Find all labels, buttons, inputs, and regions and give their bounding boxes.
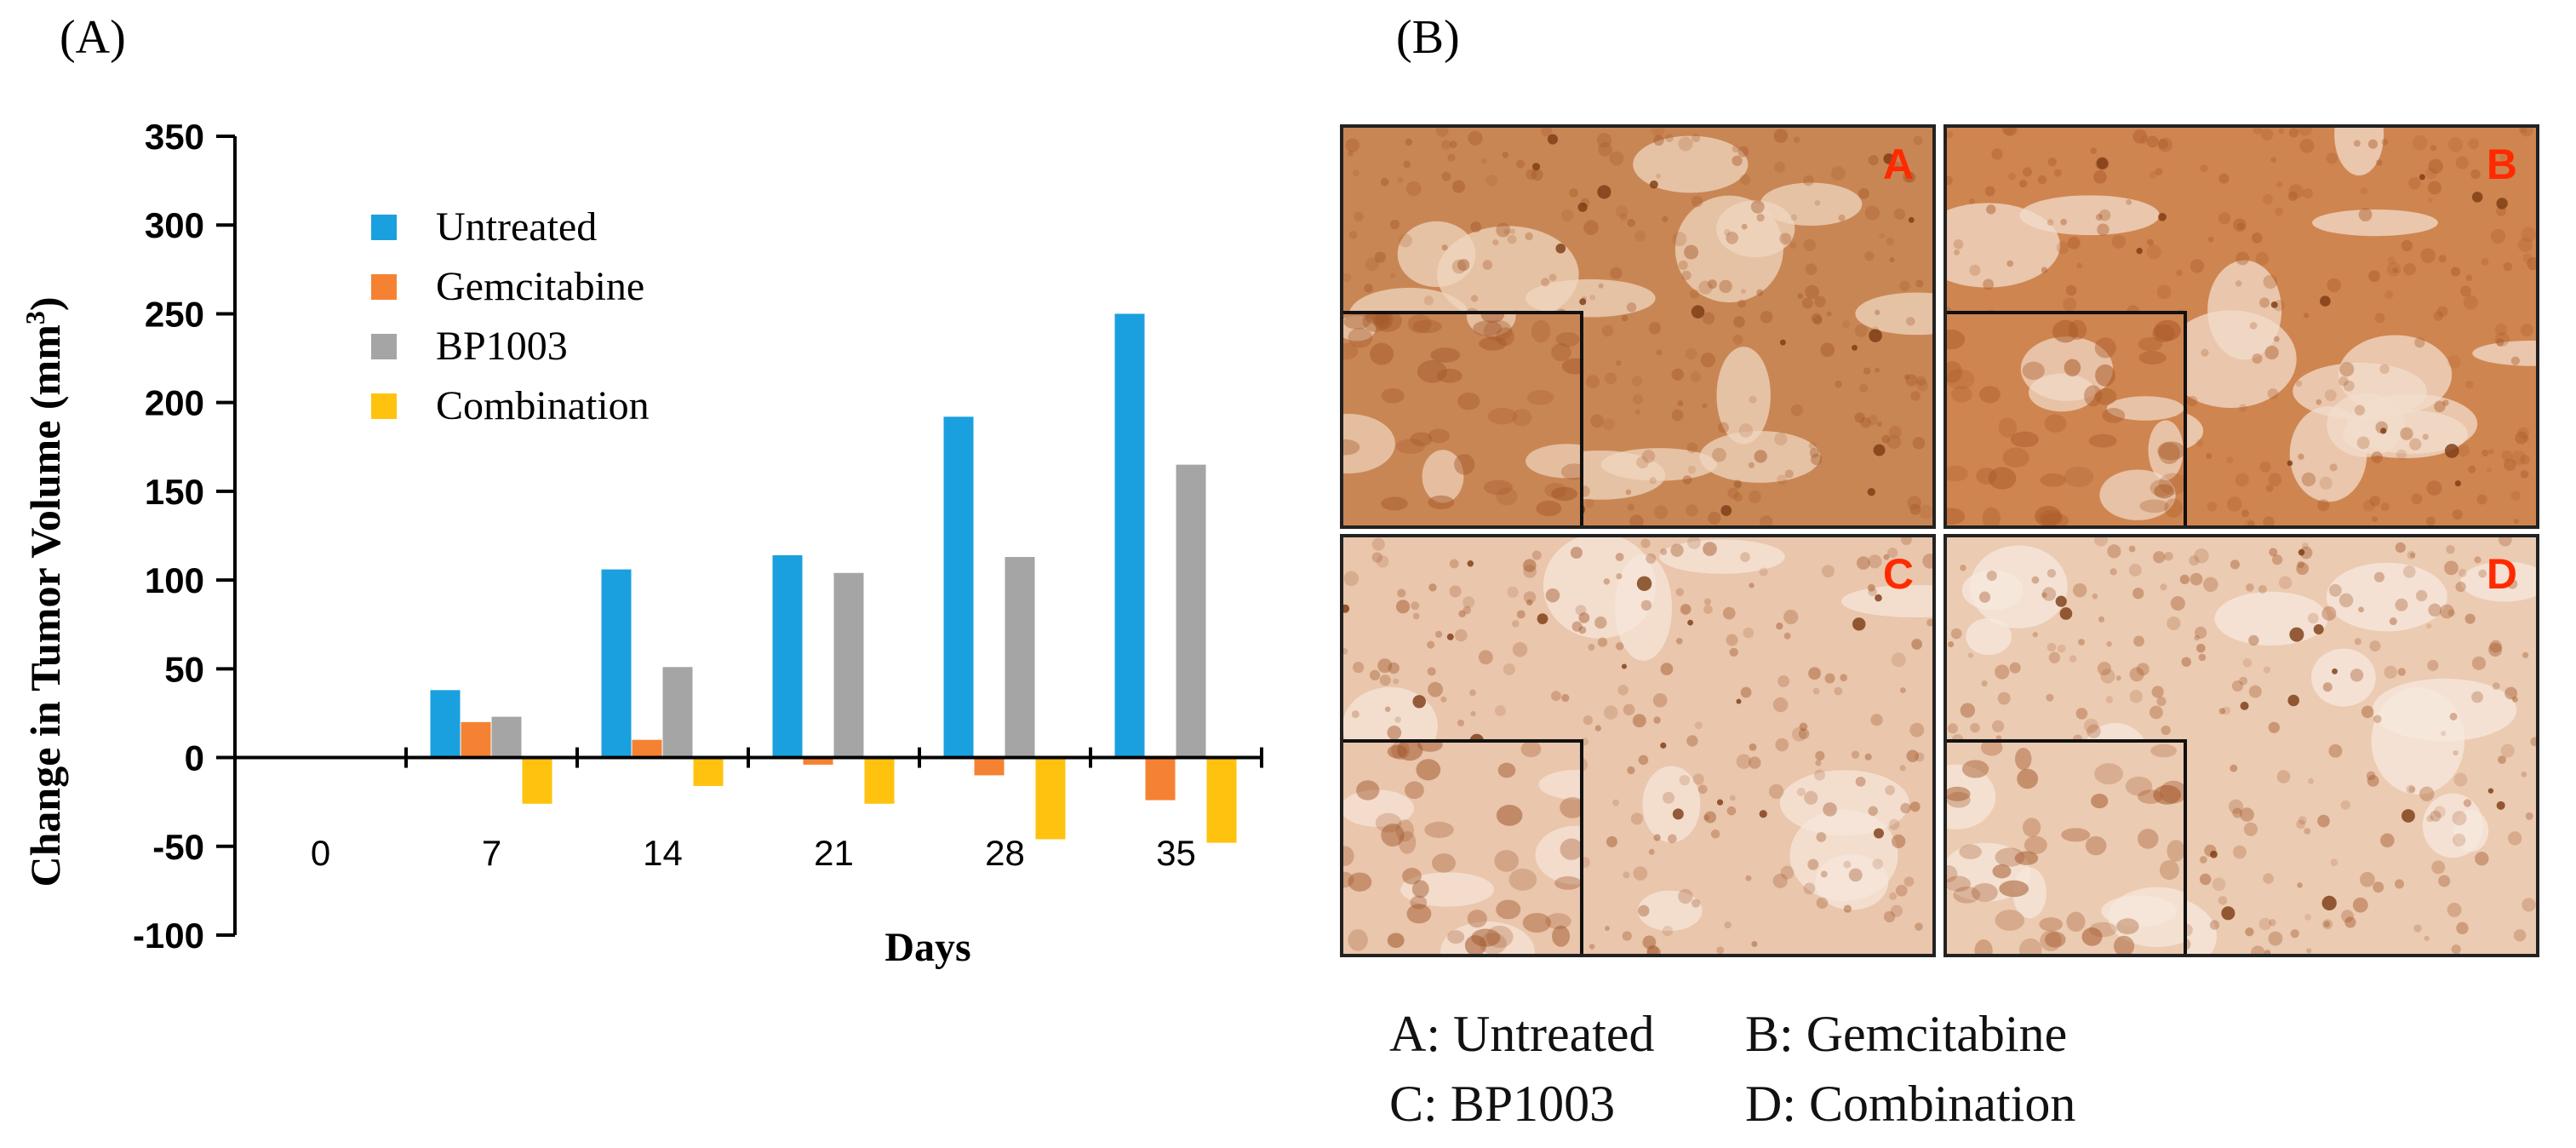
y-tick-label: -100 bbox=[133, 916, 204, 956]
micrograph-a: A bbox=[1340, 124, 1936, 529]
y-tick-label: 200 bbox=[145, 383, 204, 423]
x-tick-label-21: 21 bbox=[814, 833, 854, 873]
y-axis-label-sup: 3 bbox=[20, 311, 50, 324]
bar-bp1003-day-28 bbox=[1005, 557, 1035, 758]
x-tick-label-0: 0 bbox=[311, 833, 330, 873]
bar-gemcitabine-day-21 bbox=[803, 757, 833, 765]
bar-combination-day-7 bbox=[522, 757, 552, 804]
bar-combination-day-28 bbox=[1035, 757, 1066, 840]
bar-untreated-day-21 bbox=[772, 554, 803, 758]
legend-swatch-combination bbox=[371, 393, 397, 419]
y-tick-label: -50 bbox=[152, 827, 204, 867]
x-tick-label-35: 35 bbox=[1156, 833, 1196, 873]
micrograph-c-letter: C bbox=[1882, 550, 1914, 598]
bar-combination-day-35 bbox=[1206, 757, 1237, 843]
caption-b: B: Gemcitabine bbox=[1745, 1006, 2068, 1062]
legend-label-bp1003: BP1003 bbox=[436, 324, 568, 369]
bar-bp1003-day-7 bbox=[491, 716, 522, 758]
bar-gemcitabine-day-14 bbox=[632, 739, 662, 758]
bar-bp1003-day-35 bbox=[1176, 464, 1206, 758]
y-axis-label-end: ) bbox=[21, 297, 69, 312]
bar-bp1003-day-14 bbox=[662, 667, 693, 758]
y-tick-label: 250 bbox=[145, 294, 204, 334]
caption-d: D: Combination bbox=[1745, 1076, 2076, 1132]
y-tick-label: 50 bbox=[164, 649, 204, 689]
bar-gemcitabine-day-28 bbox=[974, 757, 1005, 776]
panel-label-b: (B) bbox=[1396, 11, 1460, 64]
micrograph-a-inset bbox=[1343, 311, 1583, 525]
panel-label-a: (A) bbox=[60, 11, 126, 64]
bar-combination-day-21 bbox=[864, 757, 895, 804]
bar-untreated-day-28 bbox=[943, 416, 974, 758]
caption-c: C: BP1003 bbox=[1389, 1076, 1616, 1132]
y-tick-label: 350 bbox=[145, 117, 204, 157]
bar-untreated-day-14 bbox=[601, 569, 632, 758]
bar-gemcitabine-day-7 bbox=[461, 721, 491, 758]
y-tick-label: 100 bbox=[145, 560, 204, 600]
micrograph-d-letter: D bbox=[2486, 550, 2517, 598]
legend-swatch-bp1003 bbox=[371, 334, 397, 359]
legend-swatch-gemcitabine bbox=[371, 274, 397, 300]
bar-untreated-day-35 bbox=[1114, 313, 1145, 758]
caption-a: A: Untreated bbox=[1389, 1006, 1655, 1062]
y-axis-label-main: Change in Tumor Volume (mm bbox=[21, 324, 69, 887]
x-tick-label-14: 14 bbox=[643, 833, 683, 873]
bar-chart: -100 -50 0 50 100 150 200 250 300 350 0 7 14 21 28 35 U… bbox=[20, 117, 1263, 970]
x-tick-label-28: 28 bbox=[985, 833, 1025, 873]
micrograph-c: C bbox=[1340, 534, 1936, 957]
micrograph-c-inset bbox=[1343, 739, 1583, 954]
micrograph-b-letter: B bbox=[2486, 141, 2517, 188]
bar-bp1003-day-21 bbox=[833, 572, 864, 758]
micrograph-b-inset bbox=[1947, 311, 2187, 525]
micrograph-a-letter: A bbox=[1882, 141, 1914, 188]
bar-combination-day-14 bbox=[693, 757, 724, 786]
bar-untreated-day-7 bbox=[430, 690, 461, 758]
x-axis-label: Days bbox=[884, 925, 970, 970]
micrograph-d-inset bbox=[1947, 739, 2187, 954]
micrograph-d: D bbox=[1943, 534, 2539, 957]
micrograph-b: B bbox=[1943, 124, 2539, 529]
legend-label-gemcitabine: Gemcitabine bbox=[436, 264, 644, 309]
y-tick-label: 150 bbox=[145, 472, 204, 512]
legend-swatch-untreated bbox=[371, 215, 397, 240]
y-tick-label: 300 bbox=[145, 205, 204, 245]
y-axis-label: Change in Tumor Volume (mm3) bbox=[20, 297, 69, 887]
x-tick-label-7: 7 bbox=[482, 833, 501, 873]
legend-label-combination: Combination bbox=[436, 383, 650, 428]
y-tick-label: 0 bbox=[185, 738, 204, 778]
bar-gemcitabine-day-35 bbox=[1145, 757, 1176, 801]
legend-label-untreated: Untreated bbox=[436, 204, 597, 250]
